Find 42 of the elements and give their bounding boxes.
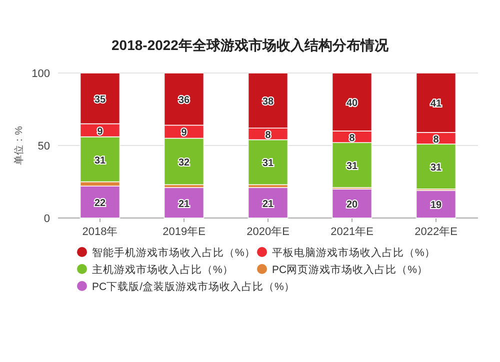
data-label: 36 [178,95,190,106]
data-label: 8 [433,134,440,146]
data-label: 31 [94,155,106,166]
data-label: 40 [346,98,358,109]
data-label: 31 [346,161,358,172]
data-label: 20 [346,200,358,210]
data-label: 9 [181,128,188,139]
data-label: 35 [94,94,106,106]
y-tick-label: 100 [32,68,50,80]
data-label: 9 [97,126,104,138]
bar [248,72,288,128]
bar [248,139,288,186]
data-label: 19 [430,200,442,212]
bar [80,72,120,124]
legend-label: PC网页游戏市场收入占比（%） [272,263,428,276]
chart-title: 2018-2022年全球游戏市场收入结构分布情况 [112,37,390,53]
data-label: 21 [178,198,190,210]
data-label: 31 [262,158,274,170]
x-tick-label: 2021年E [330,226,374,238]
y-tick-label: 50 [38,140,50,152]
y-tick-label: 0 [44,213,50,225]
data-label: 32 [178,157,190,168]
y-axis-title: 单位：% [13,126,25,165]
legend-label: 主机游戏市场收入占比（%） [92,263,234,276]
bar [416,144,456,190]
data-label: 22 [94,198,106,210]
bar [80,136,120,182]
bar [416,72,456,133]
data-label: 8 [349,132,356,144]
bar [332,72,372,132]
x-tick-label: 2020年E [246,226,290,238]
bar [332,142,372,188]
data-label: 21 [262,198,274,210]
data-label: 31 [430,162,442,174]
x-tick-label: 2019年E [162,226,206,238]
data-label: 38 [262,96,274,108]
data-label: 41 [430,98,442,110]
x-tick-label: 2022年E [414,226,458,238]
data-label: 8 [265,130,272,141]
bar [164,72,204,126]
x-tick-label: 2018年 [82,226,118,238]
bar [164,138,204,186]
